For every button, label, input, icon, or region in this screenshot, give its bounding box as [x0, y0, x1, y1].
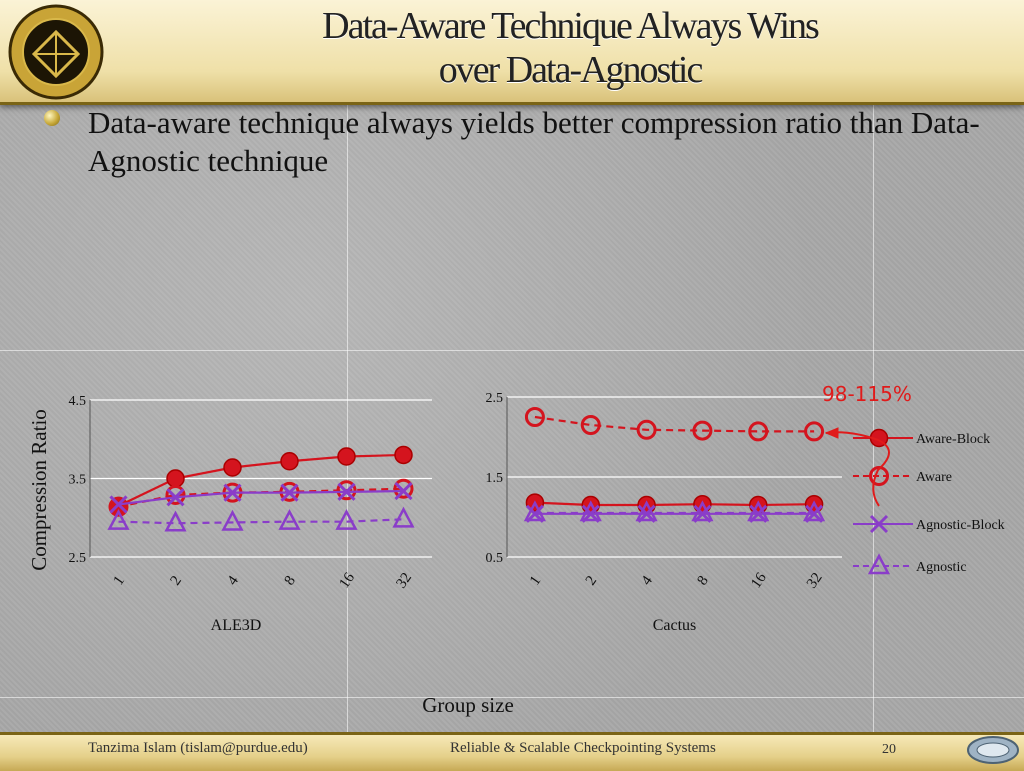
- title-line-1: Data-Aware Technique Always Wins: [322, 5, 820, 47]
- data-point: [803, 500, 826, 522]
- bullet-icon: [44, 110, 60, 126]
- page-number: 20: [882, 742, 896, 757]
- chart-cactus: 0.5 1.5 2.5 1 2 4 8 16 32 Cactus: [486, 391, 842, 634]
- data-point: [223, 483, 242, 502]
- data-point: [869, 466, 889, 486]
- improvement-callout: 98-115%: [822, 382, 912, 406]
- data-point: [166, 469, 185, 488]
- legend-label: Aware-Block: [916, 432, 990, 447]
- footer-title: Reliable & Scalable Checkpointing System…: [450, 740, 716, 756]
- data-point: [635, 500, 658, 522]
- data-point: [393, 478, 414, 499]
- y-tick-label: 1.5: [486, 471, 504, 486]
- data-point: [336, 480, 357, 501]
- y-tick-label: 3.5: [69, 473, 87, 488]
- callout-bracket: [825, 431, 890, 507]
- data-point: [337, 447, 356, 466]
- data-point: [394, 445, 413, 465]
- y-tick-label: 0.5: [486, 551, 504, 566]
- data-point: [580, 415, 601, 435]
- data-point: [523, 500, 546, 522]
- bullet-text: Data-aware technique always yields bette…: [88, 105, 980, 178]
- callout-arrow-icon: [824, 427, 839, 439]
- x-axis-title: Group size: [422, 693, 514, 717]
- data-point: [166, 488, 185, 507]
- x-tick-label: 32: [393, 570, 415, 591]
- data-point: [804, 421, 825, 442]
- data-point: [335, 509, 358, 530]
- x-tick-label: 4: [639, 573, 657, 589]
- data-point: [394, 481, 413, 501]
- legend-label: Agnostic: [916, 560, 967, 575]
- grid-line: [873, 0, 874, 768]
- data-point: [280, 483, 299, 502]
- x-tick-label: 32: [804, 570, 826, 591]
- data-point: [223, 458, 242, 477]
- series-line: [534, 415, 815, 433]
- footer-author: Tanzima Islam (tislam@purdue.edu): [88, 740, 308, 756]
- x-tick-label: 1: [527, 573, 544, 588]
- slide-title: Data-Aware Technique Always Wins over Da…: [180, 4, 960, 92]
- y-tick-label: 4.5: [69, 394, 87, 409]
- series-line: [534, 501, 815, 507]
- data-point: [337, 482, 356, 501]
- title-bar: [0, 0, 1024, 105]
- grid-line: [0, 350, 1024, 351]
- x-tick-label: 2: [168, 573, 185, 588]
- data-point: [747, 500, 770, 522]
- x-tick-label: 2: [583, 573, 600, 588]
- y-axis-title: Compression Ratio: [27, 409, 51, 571]
- data-point: [165, 484, 186, 505]
- y-tick-label: 2.5: [486, 391, 504, 406]
- data-point: [164, 510, 187, 532]
- chart-ale3d: 2.5 3.5 4.5 1 2 4 8 16 32 ALE3D: [69, 394, 432, 634]
- series-line: [118, 489, 404, 506]
- data-point: [579, 500, 602, 522]
- data-point: [869, 514, 889, 534]
- data-point: [278, 509, 301, 530]
- data-point: [524, 407, 545, 427]
- x-tick-label: 16: [336, 570, 358, 592]
- legend-label: Aware: [916, 470, 952, 485]
- x-axis-label: ALE3D: [211, 617, 262, 634]
- data-point: [691, 500, 714, 522]
- title-line-2: over Data-Agnostic: [438, 49, 704, 91]
- footer-bar: [0, 732, 1024, 771]
- y-tick-label: 2.5: [69, 551, 87, 566]
- data-point: [692, 420, 713, 441]
- data-point: [109, 495, 128, 514]
- data-point: [392, 506, 415, 528]
- grid-line: [347, 0, 348, 768]
- x-tick-label: 8: [282, 573, 299, 588]
- data-point: [748, 421, 769, 442]
- data-point: [108, 496, 129, 517]
- x-tick-label: 4: [225, 573, 243, 589]
- x-axis-label: Cactus: [653, 617, 697, 634]
- series-line: [118, 453, 404, 507]
- data-point: [867, 553, 891, 575]
- data-point: [280, 451, 299, 471]
- dcsl-logo: [967, 736, 1019, 764]
- series-line: [118, 518, 404, 525]
- data-point: [221, 509, 244, 531]
- x-tick-label: 16: [748, 570, 770, 592]
- legend-label: Agnostic-Block: [916, 518, 1005, 533]
- data-point: [636, 419, 657, 440]
- purdue-logo: [8, 4, 104, 100]
- x-tick-label: 1: [111, 573, 128, 588]
- data-point: [107, 509, 130, 530]
- grid-line: [0, 697, 1024, 698]
- x-tick-label: 8: [694, 573, 711, 588]
